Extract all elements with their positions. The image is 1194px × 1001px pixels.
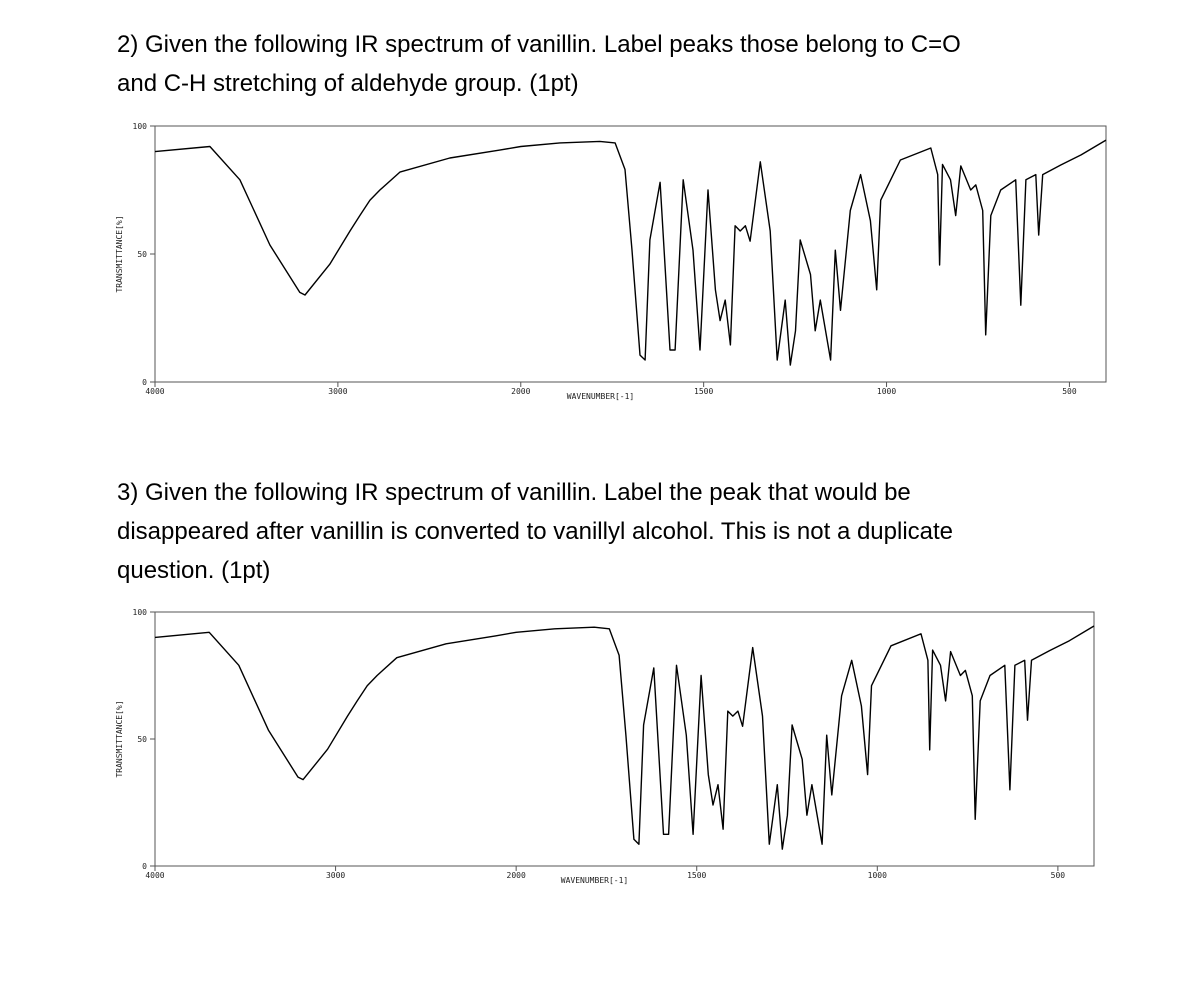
question-line: question. (1pt) [117, 557, 271, 584]
x-tick-label: 1000 [868, 871, 887, 880]
x-tick-label: 1500 [687, 871, 706, 880]
x-tick-label: 3000 [326, 871, 345, 880]
question: 3) Given the following IR spectrum of va… [117, 473, 953, 590]
x-tick-label: 1000 [877, 387, 896, 396]
spectrum-line [154, 625, 1095, 850]
y-tick-label: 100 [133, 608, 148, 617]
x-tick-label: 3000 [328, 387, 347, 396]
question: 2) Given the following IR spectrum of va… [117, 25, 961, 103]
y-tick-label: 100 [133, 122, 148, 131]
y-axis-title: TRANSMITTANCE[%] [115, 700, 124, 777]
x-tick-label: 2000 [507, 871, 526, 880]
x-tick-label: 500 [1051, 871, 1066, 880]
x-tick-label: 4000 [145, 871, 164, 880]
plot-frame [154, 125, 1107, 383]
x-tick-label: 1500 [694, 387, 713, 396]
x-tick-label: 4000 [145, 387, 164, 396]
y-tick-label: 50 [137, 250, 147, 259]
y-tick-label: 0 [142, 862, 147, 871]
plot-frame [154, 611, 1095, 867]
question-line: 3) Given the following IR spectrum of va… [117, 479, 911, 506]
x-axis-title: WAVENUMBER[-1] [567, 392, 634, 401]
y-tick-label: 50 [137, 735, 147, 744]
y-tick-label: 0 [142, 378, 147, 387]
x-tick-label: 500 [1062, 387, 1077, 396]
x-tick-label: 2000 [511, 387, 530, 396]
y-axis-title: TRANSMITTANCE[%] [115, 215, 124, 292]
question-line: 2) Given the following IR spectrum of va… [117, 31, 961, 58]
question-line: and C-H stretching of aldehyde group. (1… [117, 70, 579, 97]
spectrum-line [154, 139, 1107, 366]
question-line: disappeared after vanillin is converted … [117, 518, 954, 545]
x-axis-title: WAVENUMBER[-1] [561, 876, 628, 885]
